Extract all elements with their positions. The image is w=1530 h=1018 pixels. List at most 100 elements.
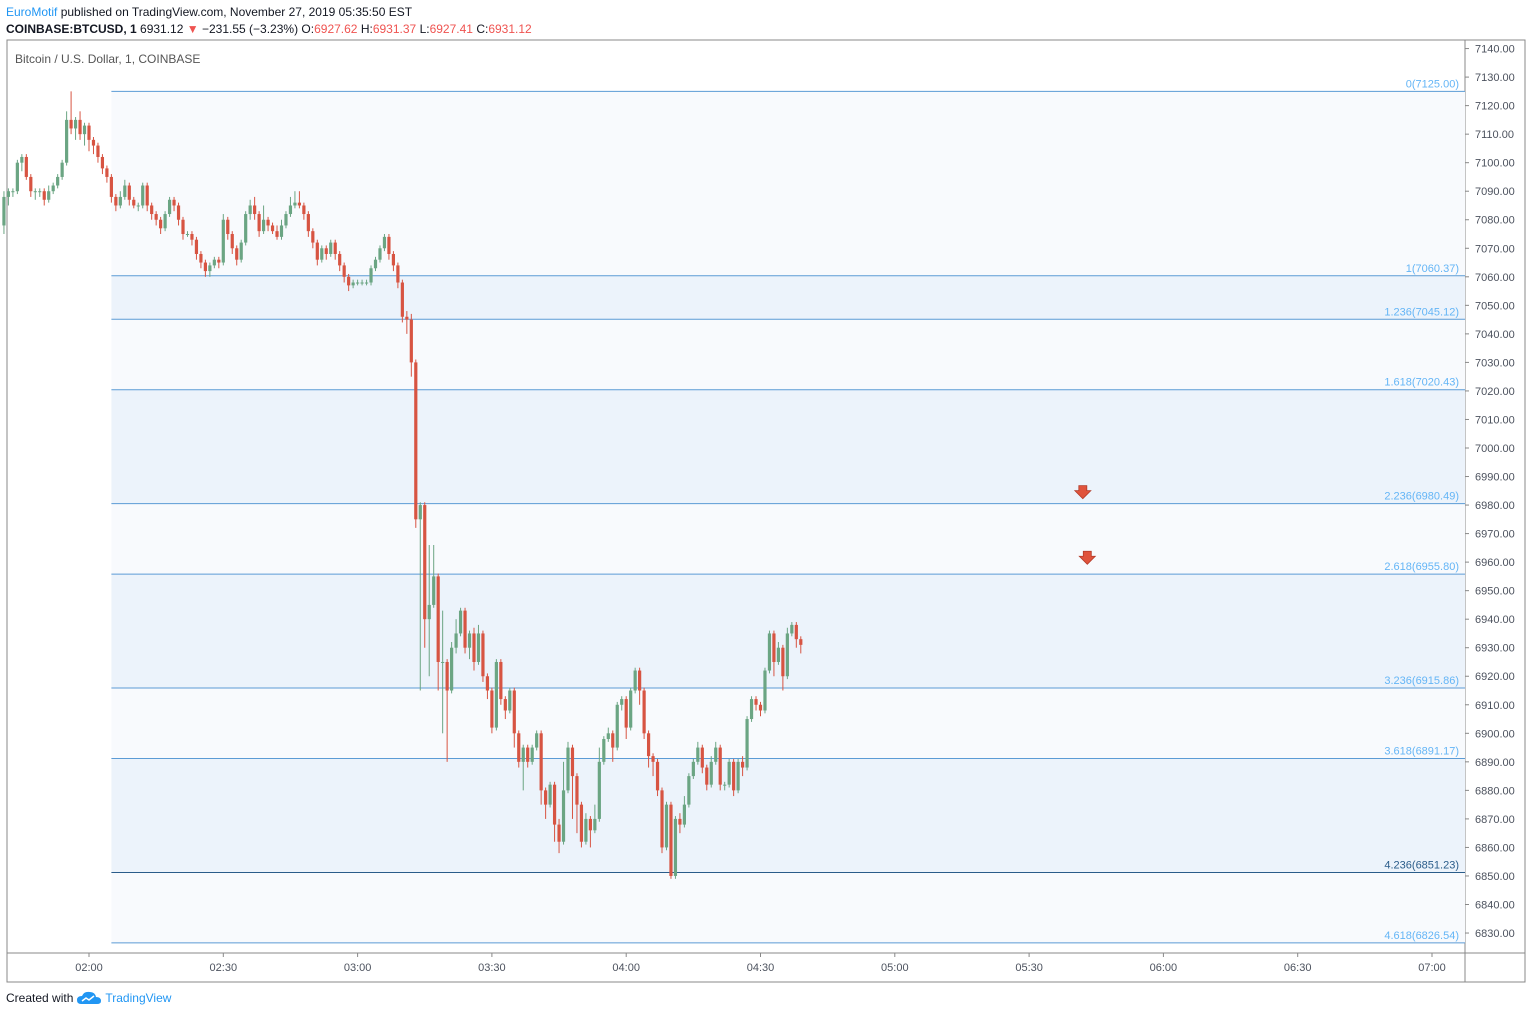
candle-down: [517, 733, 521, 762]
candle-up: [714, 747, 718, 762]
candle-up: [185, 234, 190, 236]
candle-down: [772, 633, 776, 662]
fib-band: [111, 91, 1466, 276]
candle-down: [660, 790, 664, 848]
candle-up: [244, 214, 248, 243]
fib-level-label: 3.618(6891.17): [1384, 746, 1459, 758]
candle-down: [499, 661, 503, 700]
candle-down: [638, 670, 642, 691]
candle-up: [11, 191, 15, 193]
candle-up: [38, 191, 42, 193]
price-tick-label: 7140.00: [1475, 44, 1515, 56]
candle-down: [226, 219, 230, 235]
candle-up: [60, 162, 64, 177]
fib-band: [111, 688, 1466, 759]
candle-down: [172, 199, 176, 206]
last-price: 6931.12: [140, 22, 184, 36]
price-tick-label: 7070.00: [1475, 243, 1515, 255]
candle-down: [42, 191, 46, 200]
chart-title: Bitcoin / U.S. Dollar, 1, COINBASE: [15, 52, 201, 66]
candle-up: [450, 647, 454, 691]
candle-up: [293, 202, 297, 206]
candle-up: [696, 747, 700, 762]
candle-up: [364, 282, 369, 284]
price-tick-label: 7130.00: [1475, 72, 1515, 84]
price-tick-label: 6970.00: [1475, 529, 1515, 541]
price-tick-label: 6990.00: [1475, 472, 1515, 484]
price-tick-label: 7100.00: [1475, 158, 1515, 170]
time-tick-label: 07:00: [1418, 962, 1446, 974]
candle-up: [329, 242, 333, 254]
symbol-name: COINBASE:BTCUSD, 1: [6, 22, 137, 36]
candle-down: [526, 747, 530, 762]
candle-down: [740, 761, 745, 768]
candle-down: [700, 747, 704, 768]
candle-down: [646, 733, 651, 757]
candle-down: [575, 776, 579, 805]
candle-up: [709, 761, 713, 785]
candle-down: [651, 756, 655, 762]
candle-up: [790, 624, 794, 634]
candle-up: [776, 647, 781, 662]
time-tick-label: 03:00: [344, 962, 372, 974]
candle-down: [176, 205, 181, 220]
candle-down: [754, 699, 758, 705]
fib-band: [111, 758, 1466, 873]
candle-down: [235, 248, 239, 260]
candle-down: [190, 234, 194, 240]
candle-down: [794, 624, 798, 640]
candle-down: [579, 804, 584, 842]
fib-level-label: 0(7125.00): [1406, 78, 1459, 90]
candle-down: [758, 704, 763, 711]
candle-up: [687, 776, 691, 805]
candle-up: [629, 690, 633, 728]
fib-level-label: 4.236(6851.23): [1384, 859, 1459, 871]
price-tick-label: 6870.00: [1475, 814, 1515, 826]
candle-down: [127, 185, 131, 200]
fib-band: [111, 503, 1466, 575]
candle-up: [208, 265, 212, 272]
candle-down: [181, 219, 185, 235]
candle-up: [476, 633, 481, 662]
candle-down: [199, 253, 203, 263]
symbol-info: COINBASE:BTCUSD, 1 6931.12 ▼ −231.55 (−3…: [6, 21, 532, 38]
close-label: C:: [476, 22, 489, 36]
candle-up: [212, 259, 216, 266]
candle-up: [664, 804, 669, 848]
down-arrow-icon: [1078, 550, 1097, 565]
candle-up: [373, 259, 378, 269]
price-tick-label: 7110.00: [1475, 129, 1514, 141]
candle-up: [378, 248, 382, 260]
candle-down: [253, 205, 257, 215]
price-tick-label: 6880.00: [1475, 785, 1515, 797]
price-tick-label: 7090.00: [1475, 186, 1515, 198]
chart-frame: [6, 39, 1526, 983]
candle-up: [561, 790, 566, 842]
candle-up: [723, 784, 727, 786]
candle-down: [78, 119, 82, 135]
candle-up: [261, 219, 266, 232]
author-link[interactable]: EuroMotif: [6, 5, 58, 19]
candle-up: [33, 191, 37, 193]
candle-up: [597, 761, 601, 819]
candle-up: [167, 199, 172, 215]
price-tick-label: 7000.00: [1475, 443, 1515, 455]
candle-up: [356, 282, 360, 284]
time-tick-label: 06:00: [1150, 962, 1178, 974]
price-tick-label: 6960.00: [1475, 557, 1515, 569]
candle-up: [593, 818, 597, 831]
candle-down: [159, 219, 163, 229]
tradingview-brand[interactable]: TradingView: [105, 991, 172, 1005]
candle-down: [154, 214, 158, 220]
price-tick-label: 6940.00: [1475, 614, 1515, 626]
price-tick-label: 6910.00: [1475, 700, 1515, 712]
time-tick-label: 02:30: [210, 962, 238, 974]
candle-down: [29, 176, 33, 192]
candle-up: [727, 761, 731, 785]
candle-up: [382, 236, 387, 249]
candle-up: [65, 119, 69, 163]
price-tick-label: 6860.00: [1475, 842, 1515, 854]
candle-up: [454, 633, 458, 648]
price-tick-label: 6930.00: [1475, 643, 1515, 655]
